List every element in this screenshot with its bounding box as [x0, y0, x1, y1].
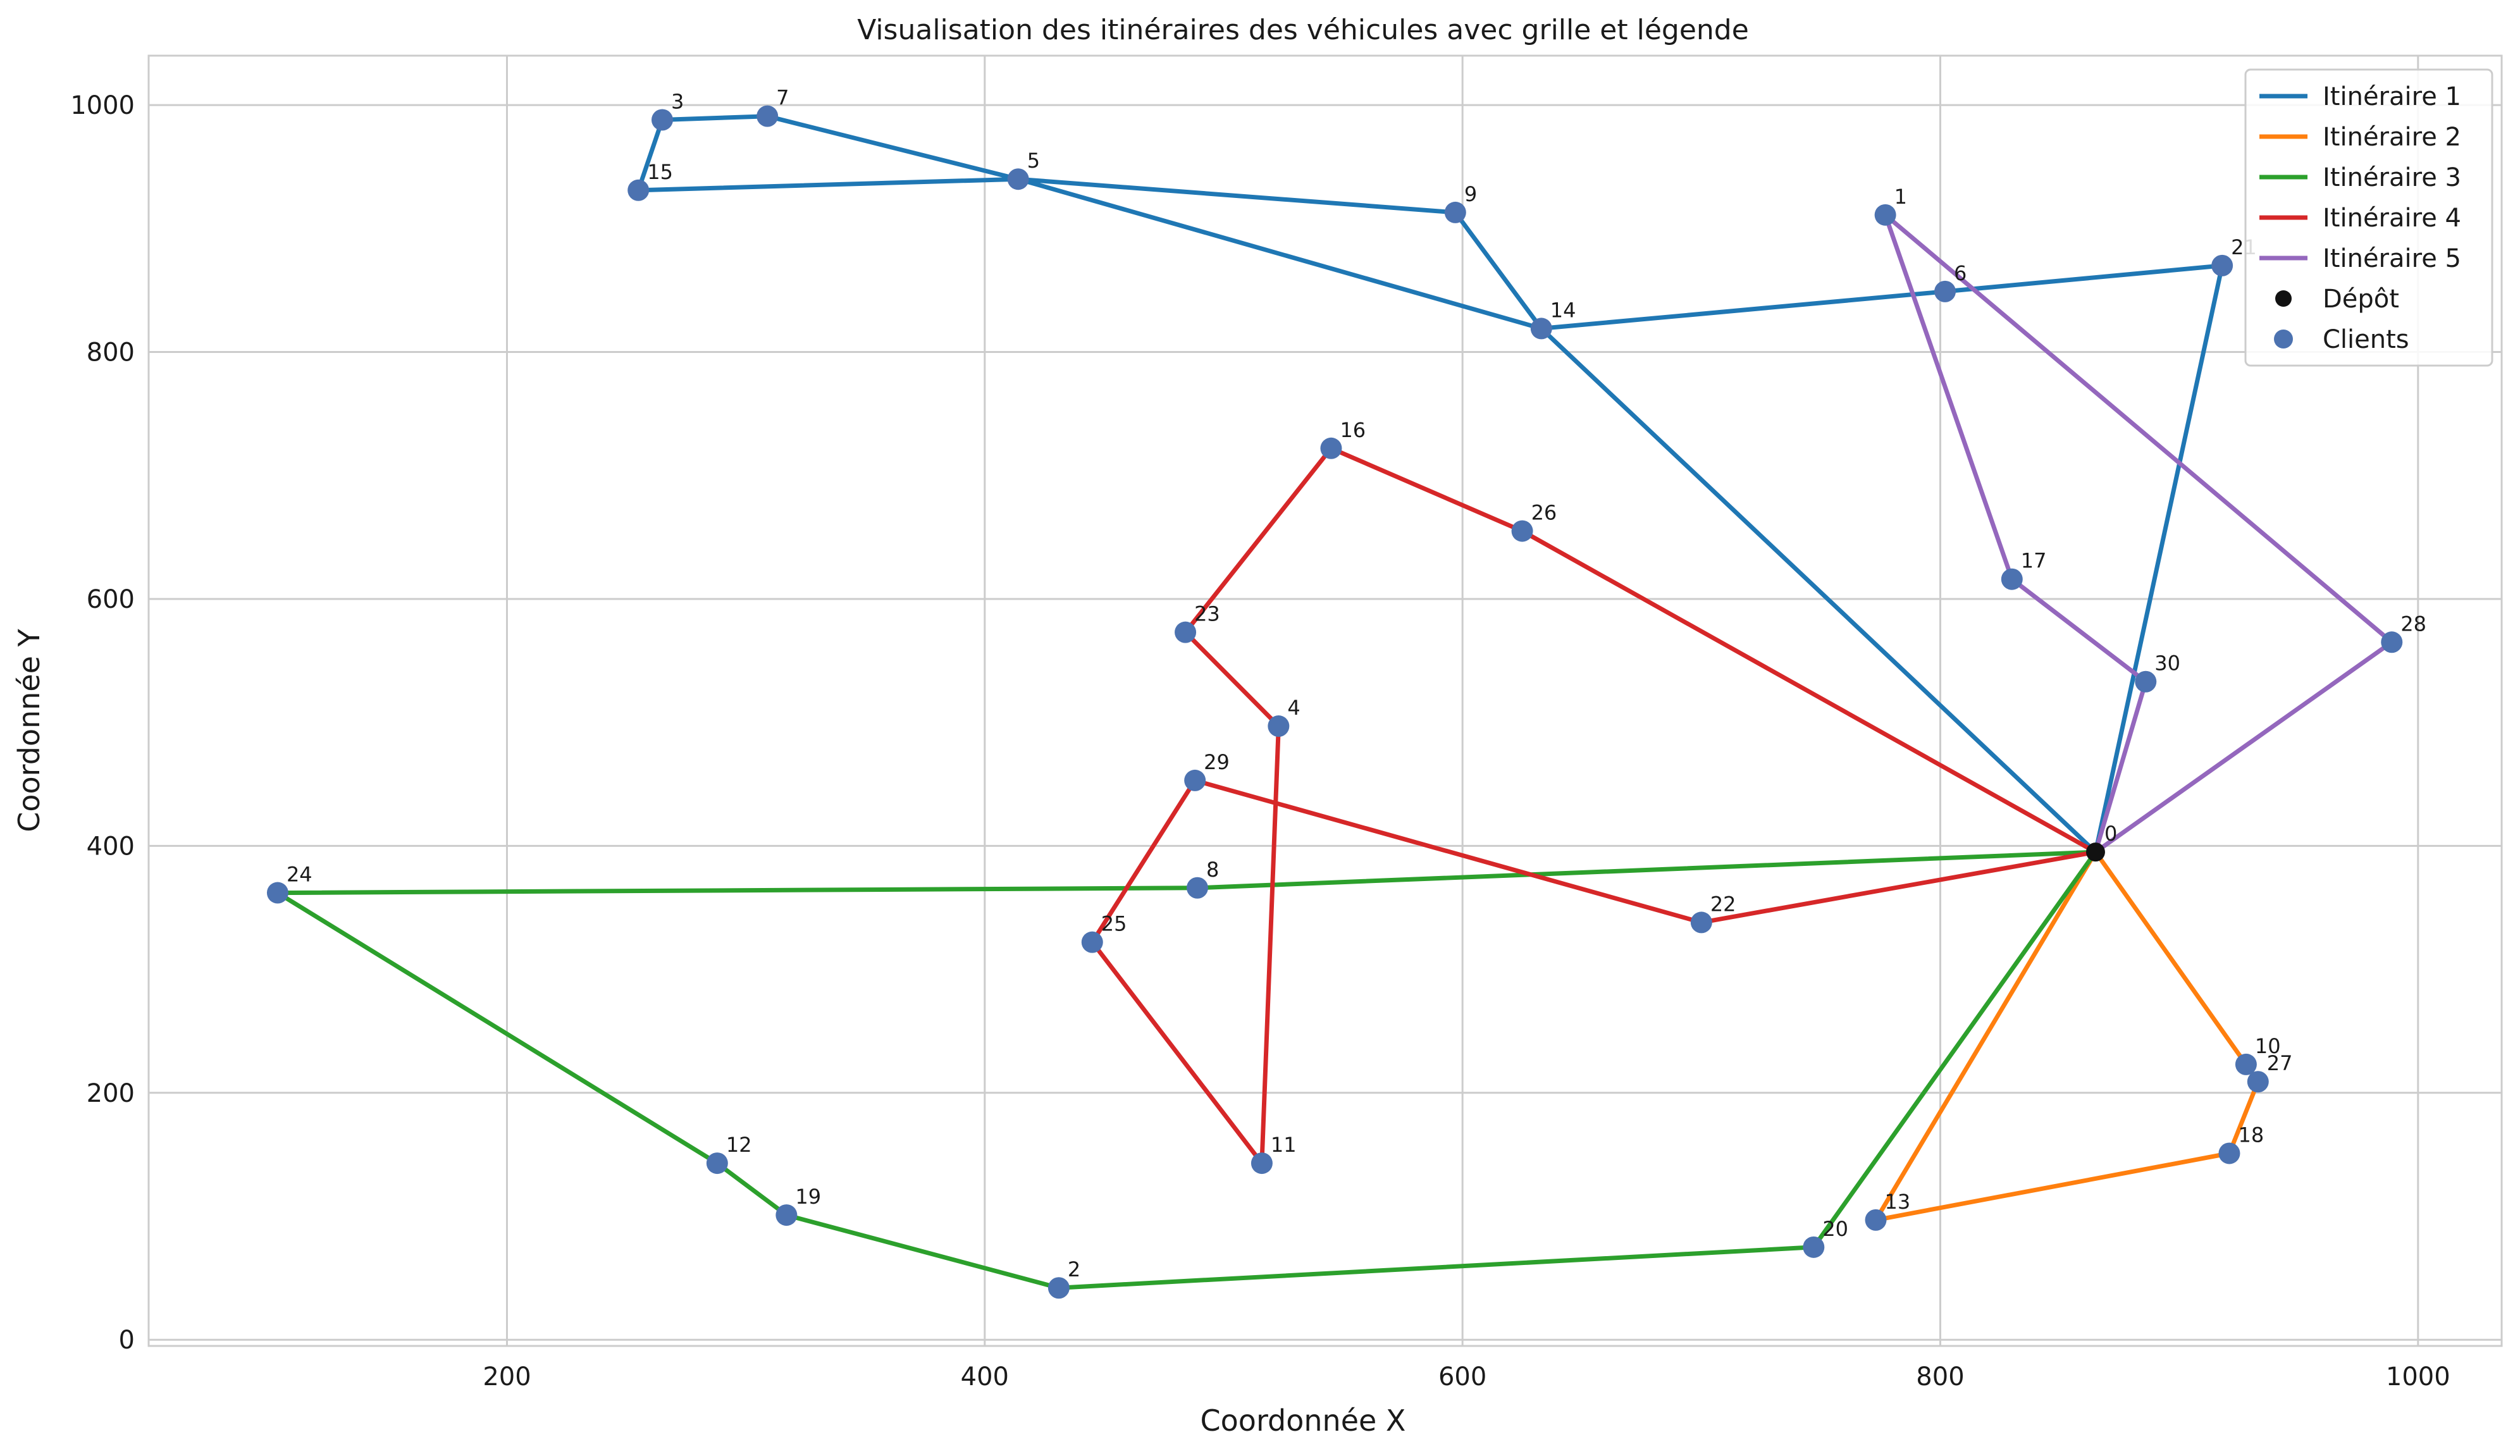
point-labels: 0123456789101112131415161718192021222324…	[287, 86, 2426, 1282]
y-tick-label: 600	[87, 585, 135, 614]
y-axis-label: Coordonnée Y	[12, 628, 46, 832]
client-point	[266, 882, 288, 904]
point-label: 15	[647, 160, 673, 184]
client-point	[1934, 280, 1956, 302]
point-label: 7	[776, 86, 789, 110]
legend-client-marker	[2274, 330, 2293, 349]
point-label: 17	[2021, 549, 2047, 573]
point-label: 25	[1101, 912, 1127, 936]
client-point	[1268, 715, 1290, 737]
client-point	[2381, 631, 2403, 653]
route-line-2	[1874, 849, 2261, 1223]
point-label: 26	[1531, 501, 1557, 525]
point-label: 1	[1894, 185, 1907, 209]
point-label: 27	[2267, 1051, 2293, 1075]
client-point	[651, 109, 673, 131]
point-label: 28	[2400, 612, 2426, 636]
point-label: 12	[726, 1133, 752, 1157]
route-lines	[275, 114, 2394, 1290]
point-label: 14	[1550, 298, 1576, 322]
client-point	[1530, 318, 1552, 340]
point-label: 6	[1954, 261, 1967, 285]
x-tick-label: 600	[1438, 1362, 1486, 1391]
client-point	[2211, 254, 2233, 276]
client-point	[2218, 1142, 2240, 1164]
client-point	[1175, 621, 1197, 643]
client-point	[1444, 201, 1466, 223]
client-point	[775, 1204, 798, 1226]
client-point	[1081, 931, 1103, 953]
point-label: 23	[1194, 602, 1220, 626]
point-label: 0	[2104, 822, 2117, 846]
legend-entry-depot: Dépôt	[2323, 285, 2399, 314]
legend: Itinéraire 1 Itinéraire 2 Itinéraire 3 Itin…	[2244, 68, 2493, 367]
point-label: 10	[2255, 1034, 2281, 1058]
point-label: 2	[1068, 1257, 1080, 1281]
client-point	[2235, 1053, 2257, 1075]
client-point	[1803, 1236, 1825, 1258]
client-point	[1874, 204, 1896, 226]
y-tick-label: 800	[87, 338, 135, 367]
point-label: 5	[1027, 149, 1040, 173]
client-point	[1186, 877, 1208, 899]
legend-entry: Itinéraire 4	[2323, 204, 2461, 233]
point-label: 11	[1271, 1133, 1297, 1157]
client-point	[757, 105, 779, 127]
depot-point	[2085, 842, 2105, 862]
point-label: 19	[795, 1185, 821, 1209]
x-axis-label: Coordonnée X	[1201, 1404, 1406, 1438]
y-tick-label: 200	[87, 1079, 135, 1108]
legend-entry: Itinéraire 1	[2323, 82, 2461, 111]
point-label: 13	[1885, 1190, 1911, 1214]
point-label: 20	[1822, 1217, 1848, 1241]
legend-entry: Itinéraire 3	[2323, 163, 2461, 192]
point-label: 4	[1287, 696, 1300, 720]
point-label: 30	[2154, 651, 2180, 676]
client-point	[2247, 1071, 2269, 1093]
route-line-5	[1883, 213, 2394, 854]
client-points	[266, 105, 2403, 1299]
client-point	[627, 179, 650, 201]
point-label: 22	[1710, 892, 1736, 916]
y-tick-label: 400	[87, 832, 135, 861]
x-tick-label: 1000	[2386, 1362, 2450, 1391]
legend-depot-marker	[2275, 290, 2292, 307]
plot-frame	[147, 54, 2503, 1347]
client-point	[1007, 168, 1029, 190]
chart-title: Visualisation des itinéraires des véhicu…	[857, 14, 1749, 46]
point-label: 3	[671, 90, 684, 114]
client-point	[1251, 1152, 1273, 1175]
client-point	[706, 1152, 728, 1175]
route-line-3	[275, 849, 2098, 1290]
point-label: 24	[287, 863, 312, 887]
legend-entry: Itinéraire 2	[2323, 123, 2461, 152]
client-point	[1320, 437, 1342, 459]
grid	[149, 56, 2502, 1346]
client-point	[2135, 670, 2157, 693]
point-label: 9	[1464, 182, 1477, 206]
route-line-1	[636, 114, 2225, 854]
x-tick-label: 400	[961, 1362, 1009, 1391]
client-point	[1047, 1277, 1070, 1299]
client-point	[1184, 769, 1206, 791]
client-point	[1690, 911, 1712, 934]
client-point	[2001, 568, 2023, 590]
point-label: 16	[1340, 418, 1366, 442]
x-tick-label: 800	[1916, 1362, 1964, 1391]
point-label: 18	[2238, 1123, 2264, 1147]
legend-box	[2244, 68, 2493, 367]
client-point	[1865, 1209, 1887, 1231]
legend-entry-clients: Clients	[2323, 325, 2409, 354]
point-label: 29	[1204, 750, 1230, 774]
point-label: 8	[1206, 858, 1219, 882]
y-tick-label: 1000	[70, 91, 135, 120]
x-tick-label: 200	[483, 1362, 531, 1391]
legend-entry: Itinéraire 5	[2323, 244, 2461, 273]
y-tick-label: 0	[119, 1326, 135, 1355]
route-line-4	[1090, 446, 2098, 1166]
client-point	[1511, 520, 1533, 542]
